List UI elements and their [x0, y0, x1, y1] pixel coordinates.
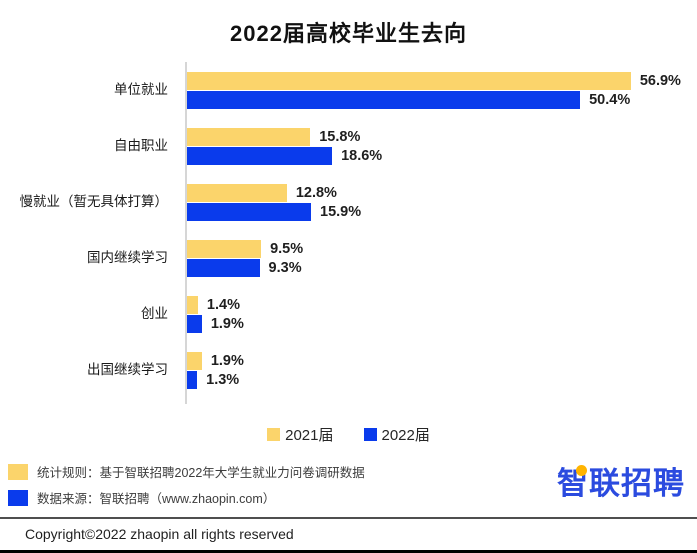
note-swatch-icon: [8, 463, 28, 480]
category-label: 创业: [141, 306, 168, 322]
bars-container: 9.5% 9.3%: [177, 240, 697, 277]
bar-row: 12.8%: [187, 184, 697, 202]
bar-value-label: 50.4%: [589, 92, 631, 108]
logo-text: 智联招聘: [557, 465, 685, 499]
bar-value-label: 1.4%: [206, 297, 240, 313]
category-label: 出国继续学习: [87, 362, 168, 378]
note-row: 统计规则：基于智联招聘2022年大学生就业力问卷调研数据: [8, 462, 365, 481]
bar-2022届: [187, 315, 202, 333]
legend-label: 2021届: [285, 427, 334, 444]
bar-value-label: 1.3%: [206, 372, 240, 388]
bar-value-label: 56.9%: [639, 73, 681, 89]
bar-2021届: [187, 240, 262, 258]
bar-group: 创业 1.4% 1.9%: [0, 296, 697, 333]
bar-value-label: 18.6%: [341, 148, 383, 164]
bar-group: 出国继续学习 1.9% 1.3%: [0, 352, 697, 389]
chart-legend: 2021届 2022届: [0, 424, 697, 445]
bars-container: 1.9% 1.3%: [177, 352, 697, 389]
bar-groups: 单位就业 56.9% 50.4% 自由职业 15.8% 18.6% 慢就业（暂无具体打算） 1…: [0, 72, 697, 389]
category-label: 自由职业: [114, 138, 168, 154]
legend-swatch-icon: [267, 428, 281, 441]
bar-row: 15.8%: [187, 128, 697, 146]
bar-chart: 单位就业 56.9% 50.4% 自由职业 15.8% 18.6% 慢就业（暂无具体打算） 1…: [0, 62, 697, 404]
legend-item: 2021届: [267, 424, 334, 445]
logo-dot-icon: [576, 465, 587, 476]
bar-group: 国内继续学习 9.5% 9.3%: [0, 240, 697, 277]
bar-value-label: 1.9%: [210, 353, 244, 369]
bar-2021届: [187, 128, 311, 146]
y-axis-line: [185, 62, 187, 404]
bar-2021届: [187, 352, 202, 370]
legend-swatch-icon: [363, 428, 377, 441]
bar-row: 50.4%: [187, 91, 697, 109]
legend-item: 2022届: [363, 424, 430, 445]
bar-value-label: 15.9%: [320, 204, 362, 220]
bar-row: 1.9%: [187, 315, 697, 333]
bar-value-label: 15.8%: [319, 129, 361, 145]
legend-label: 2022届: [381, 427, 430, 444]
zhaopin-logo: 智联招聘: [557, 465, 685, 499]
bar-2022届: [187, 147, 333, 165]
bar-2022届: [187, 259, 260, 277]
bar-2021届: [187, 72, 631, 90]
bars-container: 56.9% 50.4%: [177, 72, 697, 109]
bar-row: 1.4%: [187, 296, 697, 314]
bar-row: 9.3%: [187, 259, 697, 277]
footnotes: 统计规则：基于智联招聘2022年大学生就业力问卷调研数据 数据来源：智联招聘（ww…: [8, 462, 365, 507]
bar-row: 18.6%: [187, 147, 697, 165]
note-row: 数据来源：智联招聘（www.zhaopin.com）: [8, 488, 365, 507]
bar-row: 1.3%: [187, 371, 697, 389]
bar-2021届: [187, 184, 287, 202]
note-text: 数据来源：智联招聘（www.zhaopin.com）: [37, 492, 276, 506]
bar-row: 9.5%: [187, 240, 697, 258]
bar-row: 56.9%: [187, 72, 697, 90]
chart-title: 2022届高校毕业生去向: [230, 21, 467, 46]
note-text: 统计规则：基于智联招聘2022年大学生就业力问卷调研数据: [37, 466, 365, 480]
bar-group: 慢就业（暂无具体打算） 12.8% 15.9%: [0, 184, 697, 221]
note-swatch-icon: [8, 489, 28, 506]
category-label: 国内继续学习: [87, 250, 168, 266]
category-label: 慢就业（暂无具体打算）: [19, 194, 169, 210]
bars-container: 1.4% 1.9%: [177, 296, 697, 333]
bar-value-label: 12.8%: [295, 185, 337, 201]
footer-divider: [0, 517, 697, 519]
bar-group: 自由职业 15.8% 18.6%: [0, 128, 697, 165]
page-bottom-border: [0, 550, 697, 553]
bars-container: 15.8% 18.6%: [177, 128, 697, 165]
copyright-text: Copyright©2022 zhaopin all rights reserv…: [25, 526, 294, 542]
bar-value-label: 9.5%: [270, 241, 304, 257]
bar-value-label: 9.3%: [268, 260, 302, 276]
bar-2022届: [187, 203, 312, 221]
bar-value-label: 1.9%: [210, 316, 244, 332]
bar-group: 单位就业 56.9% 50.4%: [0, 72, 697, 109]
bar-row: 15.9%: [187, 203, 697, 221]
bar-row: 1.9%: [187, 352, 697, 370]
bar-2021届: [187, 296, 198, 314]
bars-container: 12.8% 15.9%: [177, 184, 697, 221]
bar-2022届: [187, 91, 581, 109]
category-label: 单位就业: [114, 82, 168, 98]
bar-2022届: [187, 371, 198, 389]
